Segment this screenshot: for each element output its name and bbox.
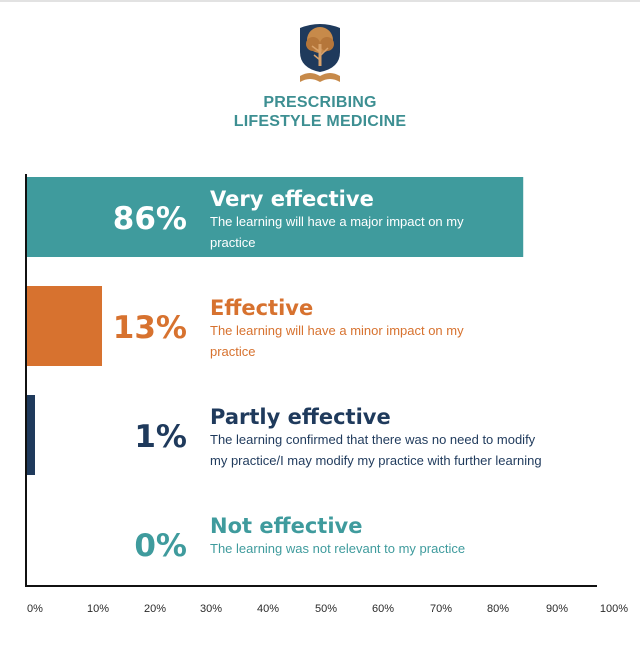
- bar-heading: Effective: [210, 296, 313, 320]
- x-tick-label: 80%: [487, 603, 509, 615]
- x-tick-label: 60%: [372, 603, 394, 615]
- bar-description-line: The learning will have a minor impact on…: [210, 323, 464, 338]
- page-title-line-1: PRESCRIBING: [263, 94, 377, 111]
- bar-description-line: practice: [210, 344, 256, 359]
- bar-description-line: practice: [210, 235, 256, 250]
- bar-description-line: The learning confirmed that there was no…: [210, 432, 536, 447]
- bar-value-label: 1%: [134, 419, 187, 455]
- bar-description-line: The learning will have a major impact on…: [210, 214, 464, 229]
- bar-description-line: my practice/I may modify my practice wit…: [210, 453, 542, 468]
- x-tick-label: 50%: [315, 603, 337, 615]
- bar-value-label: 13%: [113, 310, 187, 346]
- x-tick-label: 0%: [27, 603, 43, 615]
- bar-2: [27, 286, 103, 366]
- bar-value-label: 86%: [113, 201, 187, 237]
- x-tick-label: 10%: [87, 603, 109, 615]
- x-tick-label: 30%: [200, 603, 222, 615]
- x-tick-label: 70%: [430, 603, 452, 615]
- tree-book-icon: [300, 24, 340, 82]
- x-tick-label: 40%: [257, 603, 279, 615]
- bar-heading: Not effective: [210, 514, 362, 538]
- top-divider: [0, 0, 640, 2]
- page-title-line-2: LIFESTYLE MEDICINE: [233, 113, 407, 130]
- bar-3: [27, 395, 35, 475]
- bar-heading: Partly effective: [210, 405, 391, 429]
- bar-heading: Very effective: [210, 187, 374, 211]
- x-tick-label: 20%: [144, 603, 166, 615]
- bar-1: [27, 177, 524, 257]
- x-tick-label: 90%: [546, 603, 568, 615]
- x-tick-label: 100%: [600, 603, 628, 615]
- bar-description-line: The learning was not relevant to my prac…: [210, 541, 465, 556]
- bar-value-label: 0%: [134, 528, 187, 564]
